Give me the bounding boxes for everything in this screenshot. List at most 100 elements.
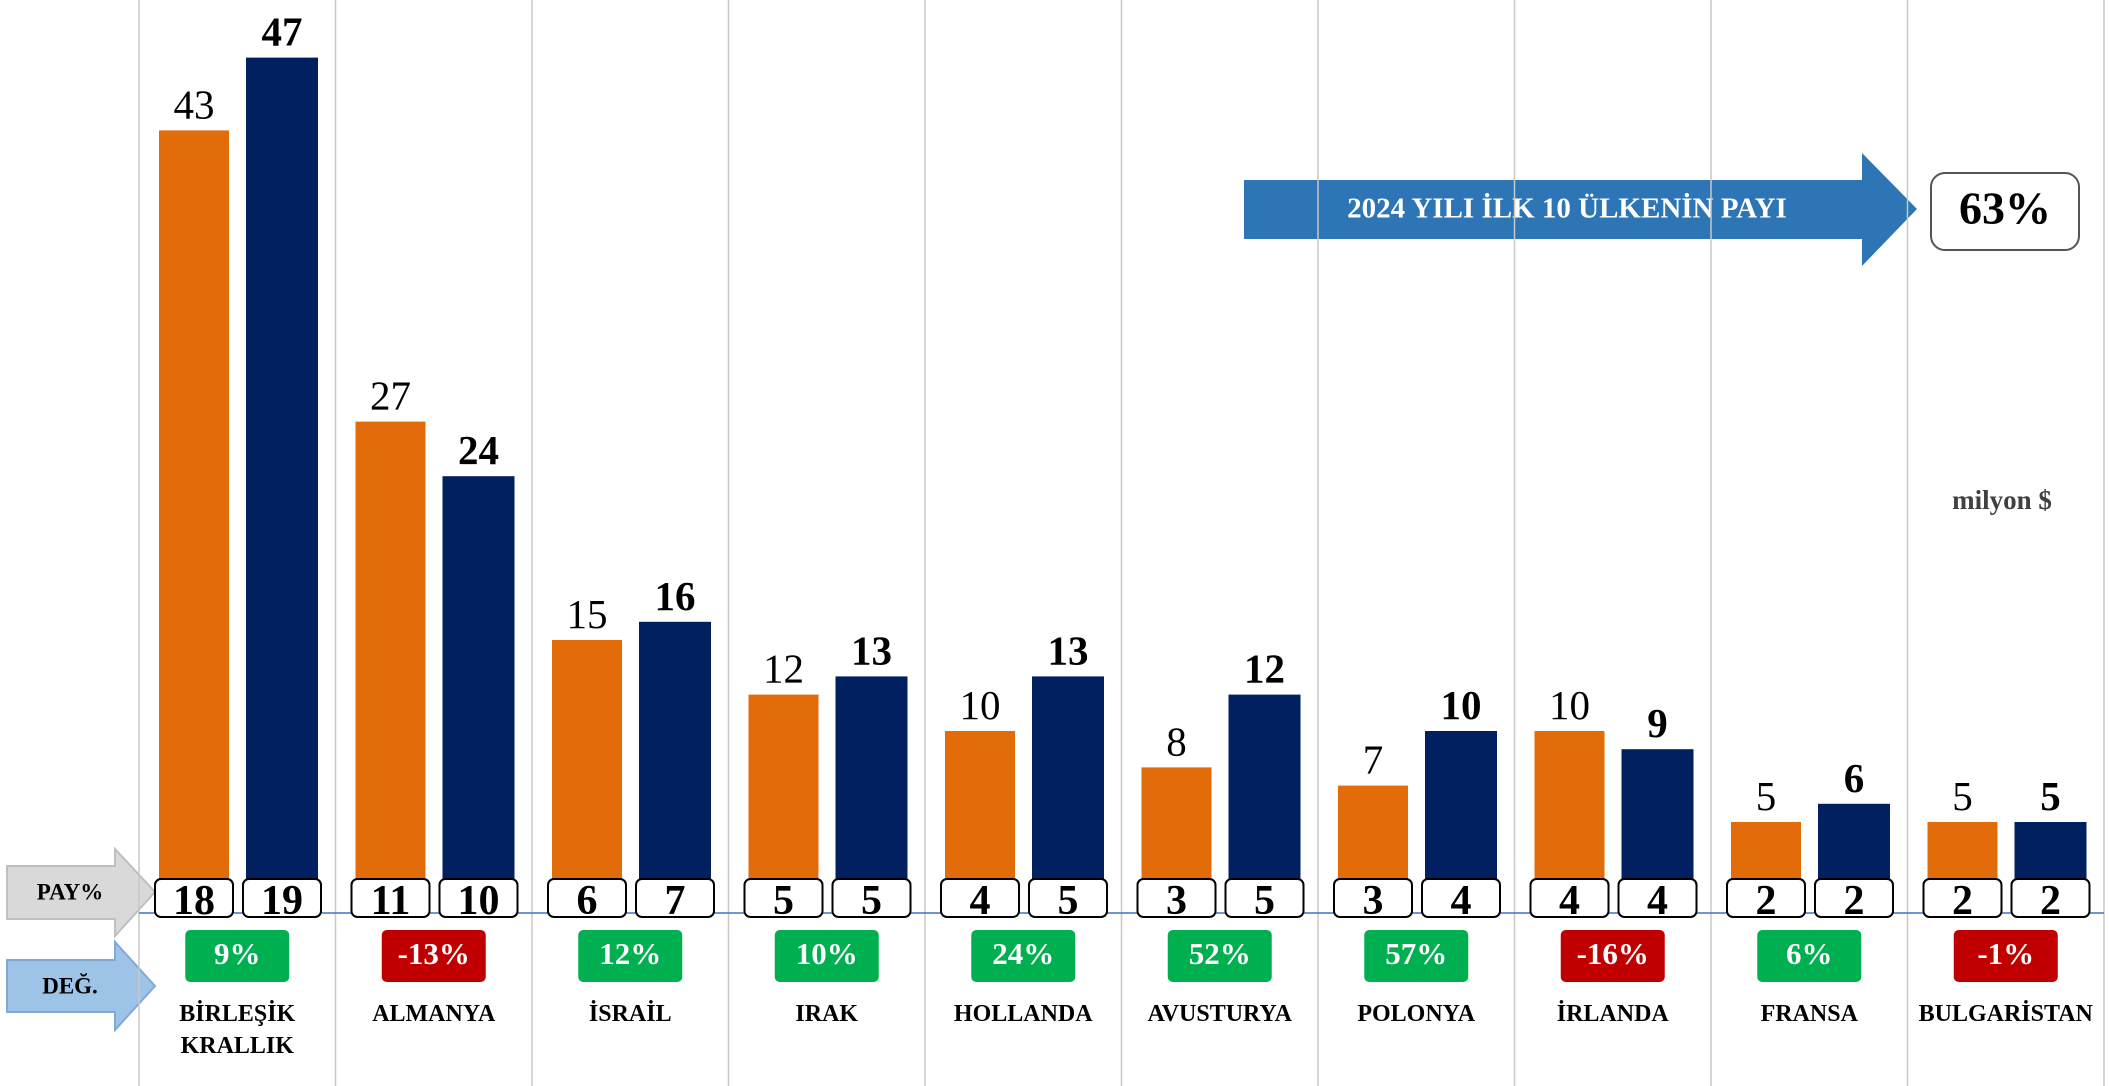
share-label: 5 bbox=[1058, 878, 1079, 924]
share-label: 2 bbox=[1844, 878, 1865, 924]
bar bbox=[159, 130, 229, 913]
share-box bbox=[154, 878, 234, 918]
share-label: 2 bbox=[1756, 878, 1777, 924]
change-label: 6% bbox=[1786, 936, 1833, 971]
share-box bbox=[743, 878, 824, 918]
pay-arrow bbox=[6, 846, 157, 939]
change-badge bbox=[1167, 930, 1272, 982]
share-label: 5 bbox=[773, 878, 794, 924]
share-label: 2 bbox=[1952, 878, 1973, 924]
change-arrow bbox=[6, 939, 157, 1033]
change-label: 12% bbox=[599, 936, 661, 971]
change-label: -16% bbox=[1577, 936, 1649, 971]
share-label: 7 bbox=[665, 878, 686, 924]
value-label: 24 bbox=[458, 427, 499, 473]
category-label: AVUSTURYA bbox=[1147, 1001, 1293, 1027]
change-badge bbox=[1757, 930, 1862, 982]
value-label: 7 bbox=[1363, 737, 1384, 783]
share-label: 4 bbox=[1559, 878, 1580, 924]
bar bbox=[1228, 694, 1301, 913]
value-label: 13 bbox=[1048, 627, 1089, 673]
category-label: HOLLANDA bbox=[953, 1001, 1093, 1027]
annotation-text: 2024 YILI İLK 10 ÜLKENİN PAYI bbox=[1347, 192, 1787, 225]
change-badge bbox=[774, 930, 879, 982]
change-badge bbox=[1364, 930, 1469, 982]
bar bbox=[835, 676, 908, 913]
change-badge bbox=[185, 930, 290, 982]
share-box bbox=[1814, 878, 1894, 918]
share-label: 4 bbox=[970, 878, 991, 924]
value-label: 5 bbox=[1952, 773, 1973, 819]
value-label: 15 bbox=[567, 591, 608, 637]
share-label: 5 bbox=[861, 878, 882, 924]
change-label: -13% bbox=[398, 936, 470, 971]
value-label: 8 bbox=[1166, 718, 1187, 764]
bar bbox=[748, 694, 819, 913]
share-label: 10 bbox=[458, 878, 500, 924]
share-label: 2 bbox=[2040, 878, 2061, 924]
category-label: İSRAİL bbox=[588, 1001, 672, 1027]
value-label: 13 bbox=[851, 627, 892, 673]
bar bbox=[639, 621, 711, 913]
share-box bbox=[242, 878, 322, 918]
change-label: -1% bbox=[1977, 936, 2034, 971]
share-label: 3 bbox=[1166, 878, 1187, 924]
change-label: 9% bbox=[214, 936, 261, 971]
share-box bbox=[1529, 878, 1610, 918]
share-box bbox=[940, 878, 1020, 918]
value-label: 6 bbox=[1844, 755, 1865, 801]
share-label: 11 bbox=[371, 878, 411, 924]
annotation-box bbox=[1930, 172, 2080, 251]
change-badge bbox=[578, 930, 683, 982]
share-box bbox=[1224, 878, 1305, 918]
category-label: BİRLEŞİK KRALLIK bbox=[179, 1001, 296, 1059]
value-label: 10 bbox=[1441, 682, 1482, 728]
category-label: IRAK bbox=[795, 1001, 859, 1027]
share-box bbox=[1333, 878, 1413, 918]
change-label: 10% bbox=[796, 936, 858, 971]
value-label: 10 bbox=[960, 682, 1001, 728]
value-label: 10 bbox=[1549, 682, 1590, 728]
share-box bbox=[547, 878, 627, 918]
value-label: 47 bbox=[262, 9, 303, 55]
share-box bbox=[350, 878, 431, 918]
share-box bbox=[831, 878, 912, 918]
share-box bbox=[1028, 878, 1108, 918]
change-badge bbox=[971, 930, 1076, 982]
value-label: 5 bbox=[2040, 773, 2061, 819]
annotation-value: 63% bbox=[1959, 183, 2051, 234]
change-label: 57% bbox=[1385, 936, 1447, 971]
value-label: 12 bbox=[763, 646, 804, 692]
share-box bbox=[635, 878, 715, 918]
share-box bbox=[1922, 878, 2003, 918]
bar bbox=[355, 421, 426, 913]
share-label: 6 bbox=[577, 878, 598, 924]
bar bbox=[1032, 676, 1104, 913]
share-label: 5 bbox=[1254, 878, 1275, 924]
share-box bbox=[1421, 878, 1501, 918]
change-badge bbox=[1560, 930, 1665, 982]
share-label: 4 bbox=[1451, 878, 1472, 924]
share-box bbox=[1136, 878, 1217, 918]
change-label: DEĞ. bbox=[42, 972, 98, 998]
category-label: İRLANDA bbox=[1556, 1001, 1669, 1027]
category-label: FRANSA bbox=[1760, 1001, 1858, 1027]
value-label: 16 bbox=[655, 573, 696, 619]
category-label: BULGARİSTAN bbox=[1918, 1001, 2093, 1027]
share-label: 19 bbox=[261, 878, 303, 924]
unit-label: milyon $ bbox=[1952, 485, 2052, 515]
bar bbox=[246, 57, 318, 914]
value-label: 12 bbox=[1244, 646, 1285, 692]
change-label: 24% bbox=[992, 936, 1054, 971]
category-label: ALMANYA bbox=[372, 1001, 496, 1027]
share-label: 18 bbox=[173, 878, 215, 924]
bar bbox=[442, 476, 515, 913]
change-badge bbox=[381, 930, 486, 982]
annotation-arrow bbox=[1244, 153, 1917, 266]
category-label: POLONYA bbox=[1357, 1001, 1476, 1027]
value-label: 43 bbox=[174, 81, 215, 127]
share-box bbox=[2010, 878, 2091, 918]
value-label: 5 bbox=[1756, 773, 1777, 819]
